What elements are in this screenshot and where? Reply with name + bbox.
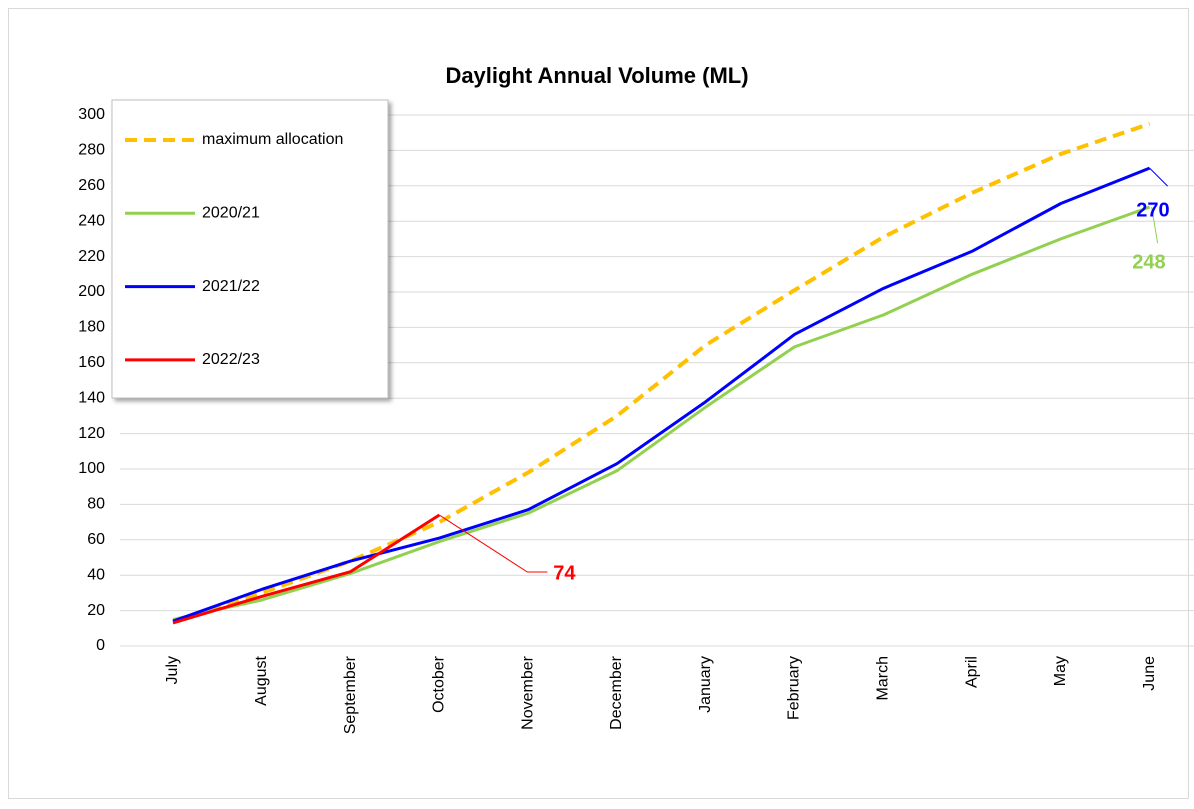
data-label: 74	[553, 562, 576, 584]
y-tick-label: 160	[78, 354, 105, 371]
x-tick-label: April	[963, 656, 980, 688]
x-tick-label: September	[342, 655, 359, 734]
legend-label: maximum allocation	[202, 131, 343, 148]
leader-line	[1149, 167, 1168, 187]
y-tick-label: 20	[87, 602, 105, 619]
legend-box	[111, 99, 389, 399]
x-tick-label: May	[1052, 656, 1069, 686]
x-tick-label: July	[164, 656, 181, 684]
x-tick-label: October	[431, 655, 448, 713]
y-tick-label: 280	[78, 142, 105, 159]
x-tick-label: February	[786, 656, 803, 720]
y-tick-label: 180	[78, 319, 105, 336]
y-tick-label: 80	[87, 496, 105, 513]
x-tick-label: December	[608, 655, 625, 729]
y-tick-label: 40	[87, 566, 105, 583]
y-tick-label: 0	[96, 637, 105, 654]
x-tick-label: January	[697, 656, 714, 713]
data-label: 270	[1136, 199, 1169, 221]
data-label: 248	[1132, 251, 1165, 273]
legend: maximum allocation 2020/21 2021/22 2022/23	[111, 99, 389, 399]
x-tick-label: March	[874, 656, 891, 700]
y-tick-label: 100	[78, 460, 105, 477]
series-line	[172, 166, 1151, 623]
y-tick-label: 220	[78, 248, 105, 265]
y-tick-label: 60	[87, 531, 105, 548]
x-tick-label: June	[1141, 656, 1158, 691]
x-tick-label: November	[519, 655, 536, 729]
leader-line	[1151, 206, 1159, 244]
legend-label: 2021/22	[202, 278, 260, 295]
legend-label: 2022/23	[202, 351, 260, 368]
y-tick-label: 140	[78, 389, 105, 406]
lines: 248 270 74	[172, 121, 1170, 625]
y-tick-label: 120	[78, 425, 105, 442]
series-line	[172, 205, 1151, 621]
y-tick-label: 260	[78, 177, 105, 194]
y-tick-label: 300	[78, 106, 105, 123]
chart-title: Daylight Annual Volume (ML)	[445, 63, 748, 88]
leader-line	[439, 514, 548, 573]
y-tick-label: 200	[78, 283, 105, 300]
y-tick-label: 240	[78, 212, 105, 229]
legend-label: 2020/21	[202, 205, 260, 222]
x-tick-label: August	[253, 655, 270, 705]
series-line	[172, 513, 441, 625]
